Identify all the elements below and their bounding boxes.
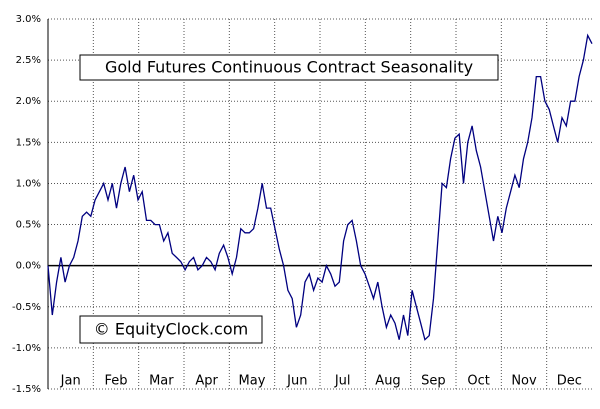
x-tick-label: Mar: [149, 374, 174, 389]
x-tick-label: Feb: [104, 374, 127, 389]
x-tick-label: Jan: [60, 374, 81, 389]
x-tick-label: May: [239, 374, 266, 389]
watermark-box: [79, 315, 263, 344]
y-tick-label: 2.0%: [16, 96, 41, 107]
x-tick-label: Dec: [557, 374, 582, 389]
y-tick-label: 1.5%: [16, 137, 41, 148]
x-tick-label: Oct: [467, 374, 489, 389]
x-tick-label: Nov: [511, 374, 537, 389]
y-tick-label: 2.5%: [16, 55, 41, 66]
y-tick-label: 0.0%: [16, 261, 41, 272]
watermark: © EquityClock.com: [94, 320, 248, 339]
x-tick-label: Jul: [334, 374, 351, 389]
chart-title: Gold Futures Continuous Contract Seasona…: [105, 58, 473, 77]
x-tick-label: Apr: [195, 374, 218, 389]
series-line: [47, 33, 593, 341]
y-tick-label: -1.5%: [12, 384, 41, 395]
y-tick-label: -1.0%: [12, 343, 41, 354]
y-tick-label: 1.0%: [16, 178, 41, 189]
x-tick-label: Sep: [421, 374, 446, 389]
y-tick-label: 3.0%: [16, 14, 41, 25]
y-tick-label: 0.5%: [16, 220, 41, 231]
x-tick-label: Aug: [375, 374, 400, 389]
y-tick-label: -0.5%: [12, 302, 41, 313]
x-tick-label: Jun: [286, 374, 307, 389]
title-box: [79, 54, 499, 81]
